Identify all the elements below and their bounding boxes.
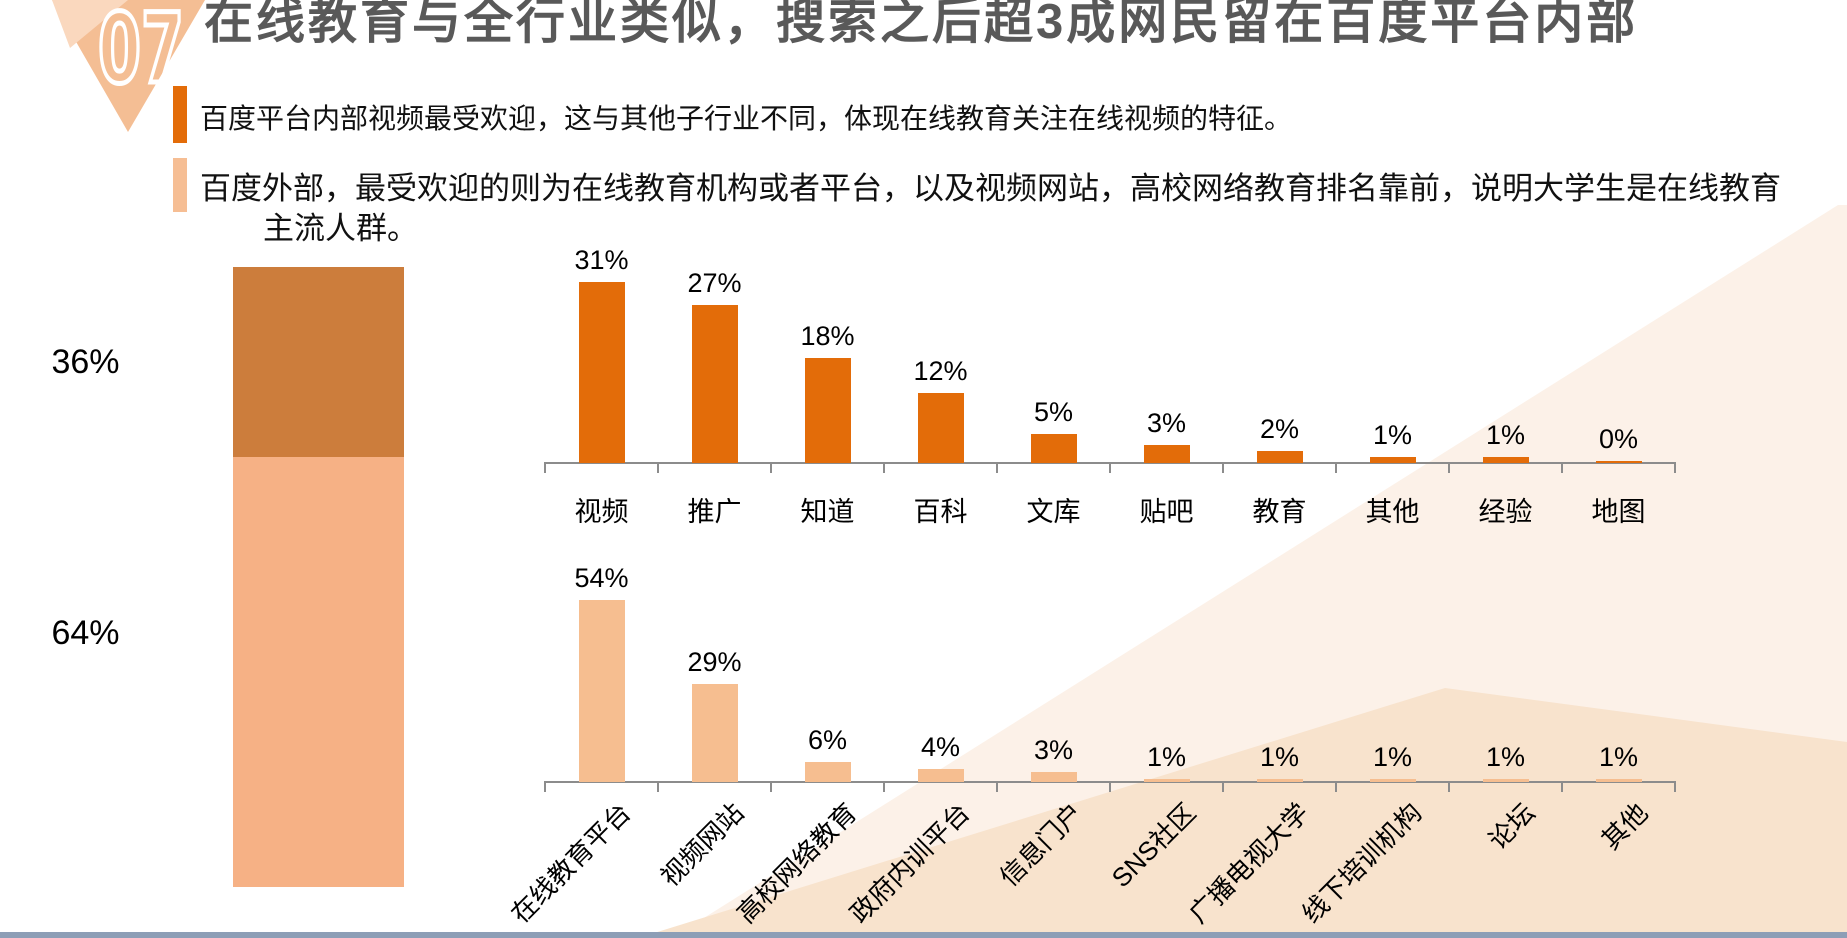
bar-教育 — [1256, 451, 1303, 463]
stacked-segment-top — [233, 267, 404, 457]
bar-线下培训机构 — [1369, 779, 1416, 782]
bar-贴吧 — [1143, 445, 1190, 463]
bar-value-label: 1% — [1372, 742, 1413, 772]
category-label: 推广 — [687, 497, 742, 527]
x-axis-line — [544, 462, 1676, 464]
category-label: 教育 — [1252, 497, 1307, 527]
badge-triangle — [52, 0, 205, 132]
category-label: 知道 — [800, 497, 855, 527]
badge-triangle-facet — [52, 0, 128, 48]
bullet-marker-2 — [173, 158, 187, 212]
bar-value-label: 31% — [574, 245, 629, 275]
bar-文库 — [1030, 434, 1077, 463]
category-label: 贴吧 — [1139, 497, 1194, 527]
bar-视频 — [578, 282, 625, 463]
bar-地图 — [1595, 461, 1642, 463]
x-axis-tick — [1222, 783, 1224, 792]
section-number: 07 — [98, 0, 184, 105]
bullet-text-2-line-1: 百度外部，最受欢迎的则为在线教育机构或者平台，以及视频网站，高校网络教育排名靠前… — [200, 171, 1781, 206]
bar-推广 — [691, 305, 738, 463]
bar-value-label: 54% — [574, 563, 629, 593]
x-axis-tick — [883, 783, 885, 792]
bar-value-label: 29% — [687, 647, 742, 677]
x-axis-tick — [657, 464, 659, 473]
page-title: 在线教育与全行业类似，搜索之后超3成网民留在百度平台内部 — [204, 0, 1639, 49]
bar-value-label: 2% — [1259, 414, 1300, 444]
category-label: 地图 — [1591, 497, 1646, 527]
x-axis-tick — [1109, 783, 1111, 792]
stacked-label-bottom: 64% — [51, 614, 120, 652]
bar-视频网站 — [691, 684, 738, 782]
x-axis-tick — [996, 464, 998, 473]
x-axis-tick — [1448, 783, 1450, 792]
x-axis-tick — [657, 783, 659, 792]
x-axis-tick — [770, 464, 772, 473]
bar-广播电视大学 — [1256, 779, 1303, 782]
x-axis-tick — [770, 783, 772, 792]
bar-在线教育平台 — [578, 600, 625, 782]
bar-其他 — [1595, 779, 1642, 782]
x-axis-tick — [883, 464, 885, 473]
category-label: 文库 — [1026, 497, 1081, 527]
bar-value-label: 1% — [1146, 742, 1187, 772]
category-label: 百科 — [913, 497, 968, 527]
bar-value-label: 3% — [1033, 735, 1074, 765]
bar-value-label: 27% — [687, 268, 742, 298]
bar-论坛 — [1482, 779, 1529, 782]
x-axis-tick — [1109, 464, 1111, 473]
x-axis-tick — [1561, 464, 1563, 473]
bar-value-label: 3% — [1146, 408, 1187, 438]
x-axis-line — [544, 781, 1676, 783]
bar-信息门户 — [1030, 772, 1077, 782]
bar-value-label: 1% — [1485, 420, 1526, 450]
bar-经验 — [1482, 457, 1529, 463]
x-axis-tick — [1561, 783, 1563, 792]
category-label: 经验 — [1478, 497, 1533, 527]
x-axis-tick — [1335, 464, 1337, 473]
x-axis-tick — [544, 464, 546, 473]
footer-strip — [0, 932, 1847, 938]
bar-政府内训平台 — [917, 769, 964, 782]
bar-知道 — [804, 358, 851, 463]
category-label: 在线教育平台 — [504, 797, 637, 929]
category-label: 其他 — [1365, 497, 1420, 527]
stacked-label-top: 36% — [51, 343, 120, 381]
bar-value-label: 1% — [1259, 742, 1300, 772]
bar-value-label: 1% — [1372, 420, 1413, 450]
stacked-bar-chart — [233, 267, 404, 887]
bar-value-label: 18% — [800, 321, 855, 351]
bar-SNS社区 — [1143, 779, 1190, 782]
x-axis-tick — [1448, 464, 1450, 473]
x-axis-tick — [1674, 464, 1676, 473]
x-axis-tick — [1222, 464, 1224, 473]
bar-value-label: 4% — [920, 732, 961, 762]
x-axis-tick — [1335, 783, 1337, 792]
stacked-segment-bottom — [233, 457, 404, 887]
x-axis-tick — [1674, 783, 1676, 792]
bar-value-label: 6% — [807, 725, 848, 755]
bullet-marker-1 — [173, 86, 187, 143]
bar-value-label: 0% — [1598, 424, 1639, 454]
bar-value-label: 5% — [1033, 397, 1074, 427]
bar-百科 — [917, 393, 964, 463]
bar-高校网络教育 — [804, 762, 851, 782]
x-axis-tick — [544, 783, 546, 792]
category-label: 视频 — [574, 497, 629, 527]
bar-value-label: 1% — [1485, 742, 1526, 772]
bar-value-label: 1% — [1598, 742, 1639, 772]
bar-value-label: 12% — [913, 356, 968, 386]
x-axis-tick — [996, 783, 998, 792]
bullet-text-2-line-2: 主流人群。 — [263, 211, 418, 246]
section-number-badge: 07 — [52, 0, 205, 132]
bar-其他 — [1369, 457, 1416, 463]
bullet-text-1: 百度平台内部视频最受欢迎，这与其他子行业不同，体现在线教育关注在线视频的特征。 — [200, 103, 1293, 134]
